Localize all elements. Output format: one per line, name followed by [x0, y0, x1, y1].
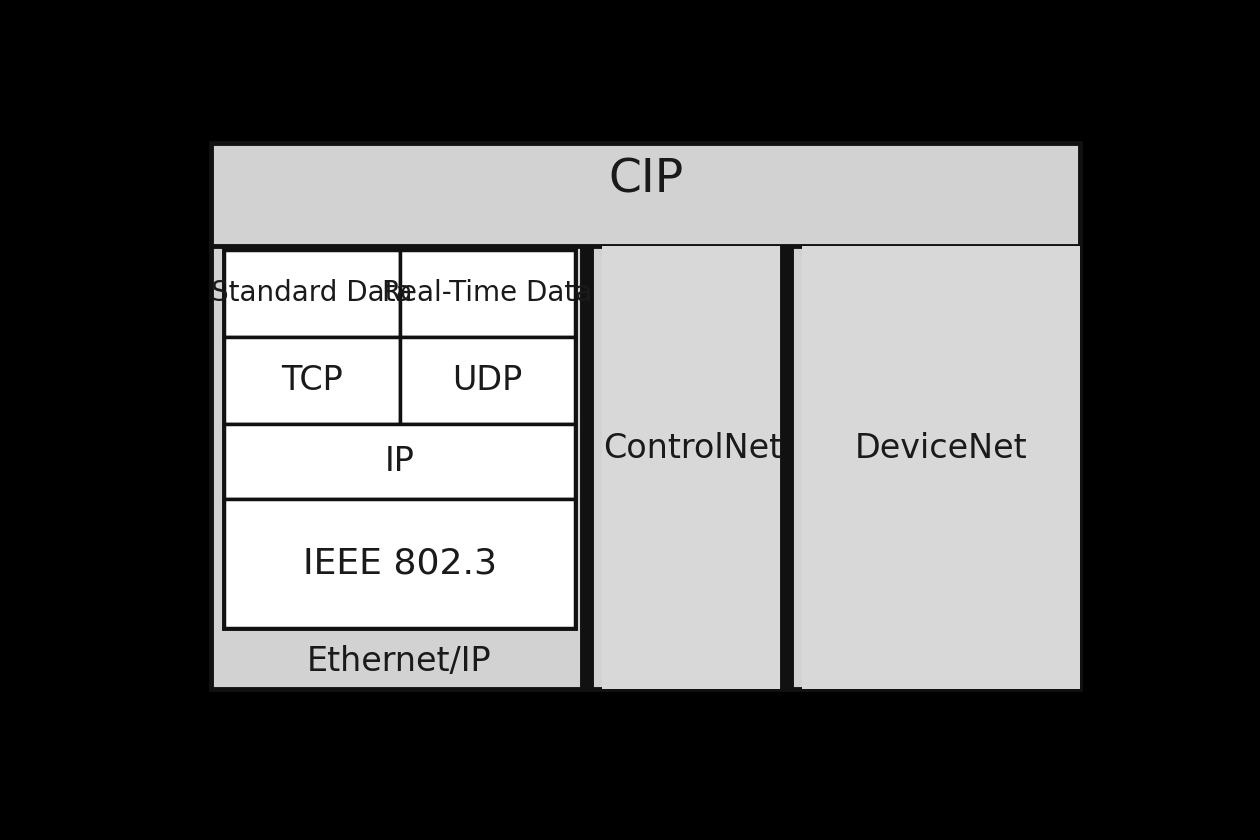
Bar [224, 249, 399, 337]
Bar [602, 246, 782, 690]
Text: TCP: TCP [281, 364, 343, 397]
Text: Real-Time Data: Real-Time Data [383, 279, 592, 307]
Text: UDP: UDP [452, 364, 523, 397]
Text: IP: IP [384, 445, 415, 478]
Bar [212, 143, 1080, 690]
Bar [224, 337, 399, 424]
Text: Ethernet/IP: Ethernet/IP [306, 645, 491, 678]
Text: ControlNet: ControlNet [604, 432, 782, 465]
Bar [224, 424, 576, 499]
Text: Standard Data: Standard Data [210, 279, 412, 307]
Text: IEEE 802.3: IEEE 802.3 [302, 546, 496, 580]
Bar [801, 246, 1080, 690]
Bar [224, 249, 576, 628]
Bar [399, 249, 576, 337]
Bar [399, 337, 576, 424]
Bar [224, 499, 576, 628]
Text: DeviceNet: DeviceNet [854, 432, 1027, 465]
Text: CIP: CIP [609, 157, 683, 202]
